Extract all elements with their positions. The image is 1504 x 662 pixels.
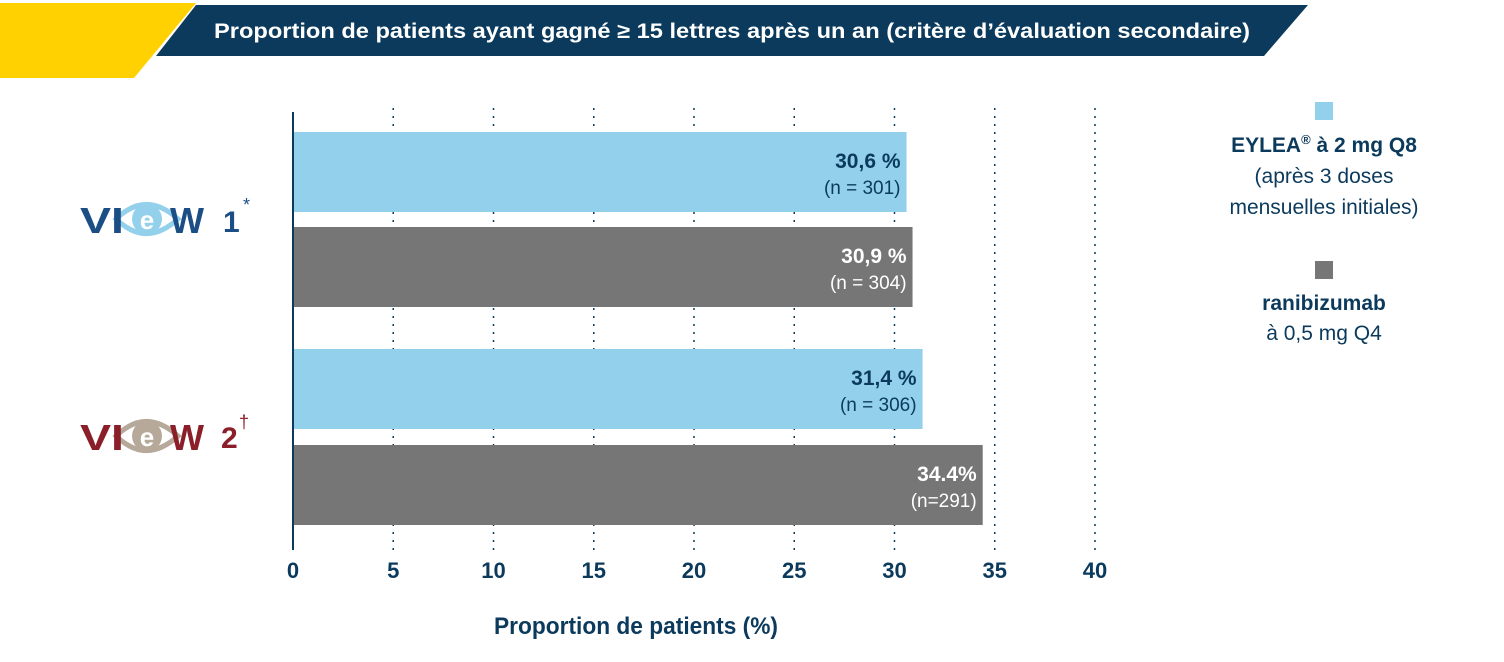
legend-eylea-registered-mark: ® [1301,132,1311,147]
x-tick-label: 30 [882,558,906,583]
eye-icon [112,419,182,453]
legend-ranibizumab-name: ranibizumab [1262,292,1386,315]
legend-ranibizumab-line2: à 0,5 mg Q4 [1266,322,1382,345]
legend-eylea-dose: à 2 mg Q8 [1311,134,1418,157]
legend-swatch-eylea [1315,102,1333,120]
bar-value-label: 34.4% [917,463,977,486]
eye-iris [132,421,162,451]
x-tick-label: 25 [782,558,806,583]
header-yellow-accent [0,3,196,78]
view-1-number: 1 [223,206,240,239]
legend-eylea-line3: mensuelles initiales) [1229,196,1418,219]
view-2-letter-w: W [170,417,204,458]
legend-eylea-name: EYLEA [1231,134,1301,157]
bar-n-label: (n=291) [911,491,977,512]
bars-layer: 30,6 % (n = 301) 31,4 % (n = 306) 30,9 % (n =… [294,132,983,525]
eye-iris [132,204,162,234]
x-tick-label: 10 [481,558,505,583]
bar-value-label: 30,9 % [841,245,907,268]
legend: EYLEA® à 2 mg Q8 (après 3 doses mensuell… [1229,102,1419,345]
view-2-letters-vi: VI [80,417,124,458]
x-tick-label: 40 [1083,558,1107,583]
eye-icon [112,202,182,236]
x-tick-label: 15 [582,558,606,583]
view-2-logo: VI e W 2 † [80,412,249,458]
bar [294,445,983,525]
x-tick-label: 20 [682,558,706,583]
view-1-footnote-mark: * [243,195,250,215]
bar-value-label: 31,4 % [851,367,917,390]
eye-letter: e [140,205,154,235]
bar-n-label: (n = 301) [824,178,901,199]
x-axis-label: Proportion de patients (%) [494,613,778,640]
view-2-number: 2 [221,422,238,455]
x-tick-label: 5 [387,558,399,583]
bar-n-label: (n = 304) [830,273,907,294]
view-1-logo: VI e W 1 * [80,195,250,241]
eye-letter: e [140,422,154,452]
bar [294,132,907,212]
legend-eylea-line2: (après 3 doses [1255,165,1394,188]
tick-labels: 0 5 10 15 20 25 30 35 40 [287,558,1107,583]
bar-value-label: 30,6 % [835,150,901,173]
x-tick-label: 0 [287,558,299,583]
bar [294,349,923,429]
bar-n-label: (n = 306) [840,395,917,416]
x-tick-label: 35 [983,558,1007,583]
bar [294,227,913,307]
view-1-letters-vi: VI [80,200,124,241]
legend-swatch-ranibizumab [1315,261,1333,279]
view-2-footnote-mark: † [239,412,249,432]
chart-title: Proportion de patients ayant gagné ≥ 15 … [214,20,1250,43]
header-navy-banner [156,5,1308,56]
legend-eylea-title: EYLEA® à 2 mg Q8 [1231,132,1417,157]
view-1-letter-w: W [170,200,204,241]
